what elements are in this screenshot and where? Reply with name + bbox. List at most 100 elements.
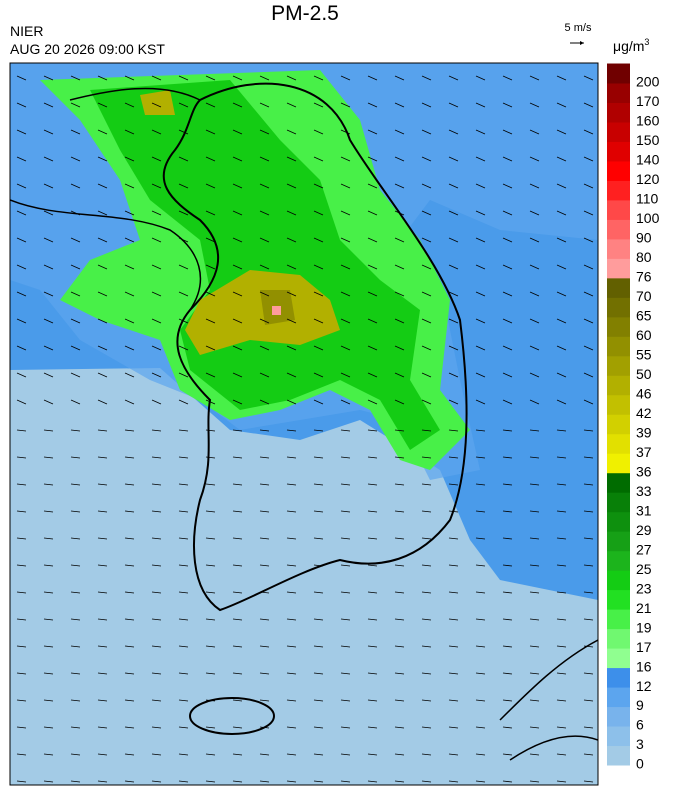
wind-arrow xyxy=(529,753,540,756)
wind-arrow xyxy=(475,429,486,432)
wind-arrow xyxy=(394,345,405,351)
wind-arrow xyxy=(259,237,270,243)
colorbar-swatch xyxy=(607,492,630,513)
wind-arrow xyxy=(151,780,162,783)
wind-arrow xyxy=(151,564,162,567)
wind-arrow xyxy=(556,699,567,702)
wind-arrow xyxy=(151,429,162,432)
wind-arrow xyxy=(43,672,54,675)
wind-arrow xyxy=(178,780,189,783)
wind-arrow xyxy=(178,156,189,162)
wind-arrow xyxy=(421,183,432,189)
wind-arrow xyxy=(97,564,108,567)
wind-arrow xyxy=(205,564,216,567)
wind-arrow xyxy=(43,264,54,270)
wind-arrow xyxy=(475,726,486,729)
wind-arrow xyxy=(529,564,540,567)
wind-arrow xyxy=(232,591,243,594)
wind-arrow xyxy=(340,129,351,135)
wind-arrow xyxy=(151,264,162,270)
wind-arrow xyxy=(394,456,405,459)
wind-arrow xyxy=(313,510,324,513)
colorbar-swatch xyxy=(607,433,630,454)
wind-arrow xyxy=(286,537,297,540)
wind-arrow xyxy=(475,456,486,459)
wind-arrow xyxy=(232,537,243,540)
wind-arrow xyxy=(232,672,243,675)
wind-arrow xyxy=(124,291,135,297)
wind-arrow xyxy=(394,210,405,216)
colorbar-label: 100 xyxy=(636,210,660,226)
wind-arrow xyxy=(259,318,270,324)
wind-arrow xyxy=(421,318,432,324)
wind-arrow xyxy=(232,618,243,621)
wind-arrow xyxy=(556,102,567,108)
wind-arrow xyxy=(151,753,162,756)
wind-arrow xyxy=(502,618,513,621)
wind-arrow xyxy=(43,210,54,216)
wind-arrow xyxy=(232,102,243,108)
wind-arrow xyxy=(70,564,81,567)
wind-arrow xyxy=(421,372,432,378)
wind-arrow xyxy=(232,75,243,81)
wind-arrow xyxy=(340,699,351,702)
wind-arrow xyxy=(448,75,459,81)
wind-arrow xyxy=(340,429,351,432)
wind-arrow xyxy=(529,156,540,162)
wind-arrow xyxy=(70,429,81,432)
wind-arrow xyxy=(421,726,432,729)
wind-arrow xyxy=(43,318,54,324)
wind-arrow xyxy=(178,483,189,486)
wind-arrow xyxy=(394,726,405,729)
wind-arrow xyxy=(529,210,540,216)
wind-arrow xyxy=(205,780,216,783)
wind-arrow xyxy=(556,237,567,243)
wind-arrow xyxy=(529,699,540,702)
wind-arrow xyxy=(556,591,567,594)
wind-arrow xyxy=(43,237,54,243)
wind-arrow xyxy=(97,399,108,405)
wind-arrow xyxy=(421,645,432,648)
wind-arrow xyxy=(502,780,513,783)
wind-arrow xyxy=(151,537,162,540)
wind-arrow xyxy=(286,75,297,81)
colorbar-label: 76 xyxy=(636,269,652,285)
wind-arrow xyxy=(151,129,162,135)
wind-arrow xyxy=(313,75,324,81)
wind-arrow xyxy=(367,129,378,135)
wind-arrow xyxy=(16,726,27,729)
wind-arrows xyxy=(16,75,594,783)
wind-arrow xyxy=(340,156,351,162)
wind-arrow xyxy=(259,372,270,378)
wind-arrow xyxy=(475,291,486,297)
wind-arrow xyxy=(259,780,270,783)
wind-arrow xyxy=(97,483,108,486)
wind-arrow xyxy=(151,237,162,243)
colorbar-swatch xyxy=(607,687,630,708)
colorbar-label: 70 xyxy=(636,288,652,304)
wind-arrow xyxy=(583,399,594,405)
wind-arrow xyxy=(367,75,378,81)
wind-arrow xyxy=(502,318,513,324)
wind-arrow xyxy=(124,726,135,729)
wind-arrow xyxy=(16,753,27,756)
wind-arrow xyxy=(529,264,540,270)
colorbar-label: 0 xyxy=(636,756,644,772)
colorbar-label: 37 xyxy=(636,444,652,460)
wind-arrow xyxy=(70,102,81,108)
wind-arrow xyxy=(286,456,297,459)
wind-arrow xyxy=(394,591,405,594)
wind-arrow xyxy=(97,264,108,270)
wind-arrow xyxy=(421,699,432,702)
wind-arrow xyxy=(16,291,27,297)
colorbar-swatch xyxy=(607,355,630,376)
wind-arrow xyxy=(313,237,324,243)
colorbar-swatch xyxy=(607,258,630,279)
wind-arrow xyxy=(502,645,513,648)
wind-arrow xyxy=(205,291,216,297)
wind-arrow xyxy=(367,456,378,459)
wind-arrow xyxy=(475,753,486,756)
wind-arrow xyxy=(16,537,27,540)
wind-arrow xyxy=(205,129,216,135)
colorbar-label: 60 xyxy=(636,327,652,343)
